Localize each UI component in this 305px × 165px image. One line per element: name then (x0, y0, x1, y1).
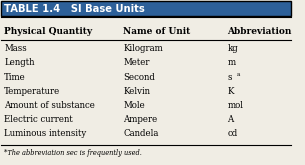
Text: Temperature: Temperature (4, 87, 60, 96)
Text: Kilogram: Kilogram (123, 44, 163, 53)
Text: mol: mol (228, 101, 243, 110)
Text: Kelvin: Kelvin (123, 87, 150, 96)
Text: A: A (228, 115, 234, 124)
FancyBboxPatch shape (2, 1, 291, 16)
Text: Amount of substance: Amount of substance (4, 101, 95, 110)
Text: Name of Unit: Name of Unit (123, 27, 190, 35)
Text: Meter: Meter (123, 58, 150, 67)
Text: Candela: Candela (123, 129, 159, 138)
Text: a: a (237, 72, 240, 77)
Text: Time: Time (4, 73, 26, 82)
Text: Mass: Mass (4, 44, 27, 53)
Text: s: s (228, 73, 232, 82)
Text: Second: Second (123, 73, 155, 82)
Text: m: m (228, 58, 235, 67)
Text: TABLE 1.4   SI Base Units: TABLE 1.4 SI Base Units (4, 4, 145, 14)
Text: Length: Length (4, 58, 35, 67)
Text: Mole: Mole (123, 101, 145, 110)
Text: kg: kg (228, 44, 238, 53)
Text: K: K (228, 87, 234, 96)
Text: Abbreviation: Abbreviation (228, 27, 292, 35)
Text: Ampere: Ampere (123, 115, 157, 124)
Text: Luminous intensity: Luminous intensity (4, 129, 87, 138)
Text: Electric current: Electric current (4, 115, 73, 124)
Text: *The abbreviation sec is frequently used.: *The abbreviation sec is frequently used… (4, 149, 142, 157)
Text: cd: cd (228, 129, 238, 138)
Text: Physical Quantity: Physical Quantity (4, 27, 92, 35)
